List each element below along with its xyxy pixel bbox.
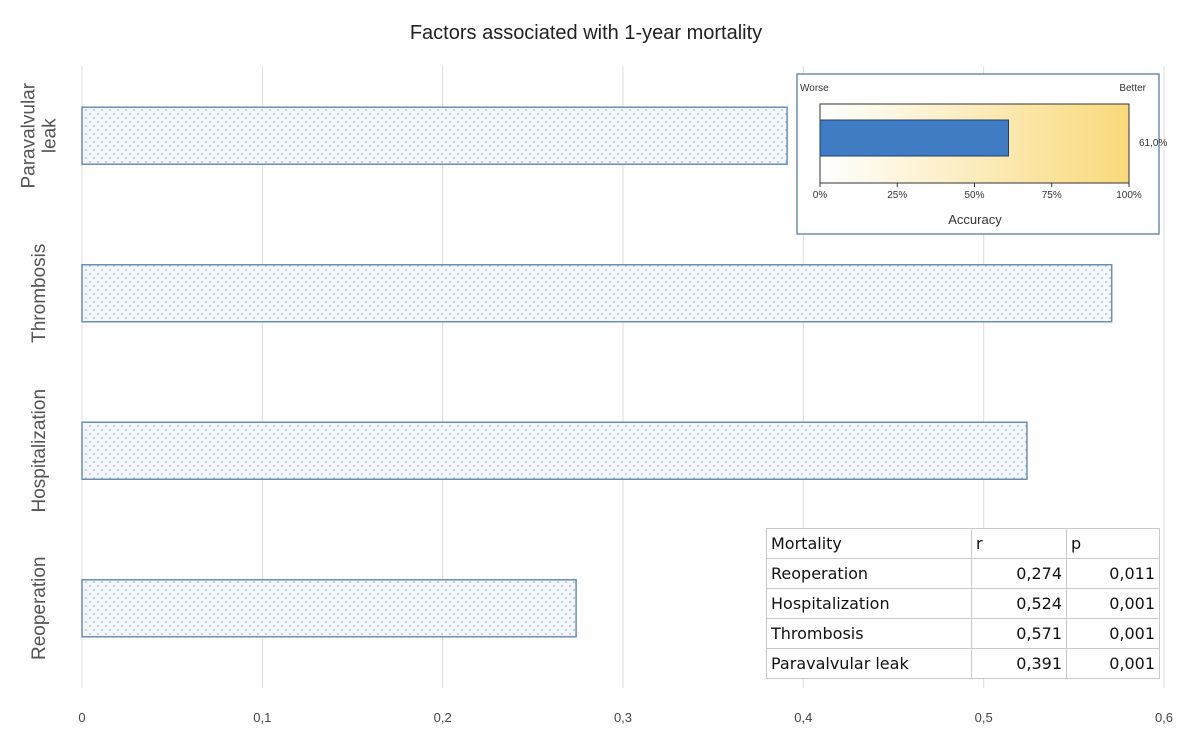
table-cell: 0,011 xyxy=(1066,558,1160,589)
table-header: p xyxy=(1066,528,1160,559)
table-cell: 0,001 xyxy=(1066,648,1160,679)
x-tick-label: 0,6 xyxy=(1155,710,1173,725)
category-label-line: Reoperation xyxy=(29,556,50,660)
category-label: Hospitalization xyxy=(29,389,50,513)
bar-series xyxy=(81,106,1113,638)
table-row: Paravalvular leak 0,391 0,001 xyxy=(766,648,1160,679)
table-cell: 0,571 xyxy=(971,618,1067,649)
accuracy-better-label: Better xyxy=(1119,83,1146,94)
category-label-line: leak xyxy=(40,118,61,153)
accuracy-inset: Worse Better 61,0% 0% 25% 50% 75% 100% Accur… xyxy=(796,73,1167,235)
table-cell: 0,001 xyxy=(1066,618,1160,649)
category-label: Paravalvular leak xyxy=(19,82,61,188)
x-tick-label: 0,5 xyxy=(975,710,993,725)
accuracy-value-label: 61,0% xyxy=(1139,138,1167,149)
category-label-line: Hospitalization xyxy=(29,389,50,513)
table-cell: Hospitalization xyxy=(766,588,972,619)
x-tick-label: 0 xyxy=(78,710,85,725)
accuracy-tick-label: 0% xyxy=(813,190,828,201)
table-cell: 0,274 xyxy=(971,558,1067,589)
accuracy-worse-label: Worse xyxy=(800,83,829,94)
x-tick-label: 0,2 xyxy=(434,710,452,725)
bar-hospitalization xyxy=(81,421,1028,480)
accuracy-axis-ticks: 0% 25% 50% 75% 100% xyxy=(813,183,1142,201)
x-tick-label: 0,4 xyxy=(794,710,812,725)
accuracy-tick-label: 50% xyxy=(964,190,984,201)
table-cell: 0,524 xyxy=(971,588,1067,619)
x-tick-label: 0,3 xyxy=(614,710,632,725)
table-cell: Reoperation xyxy=(766,558,972,589)
accuracy-tick-label: 25% xyxy=(887,190,907,201)
table-header: Mortality xyxy=(766,528,972,559)
bar-reoperation xyxy=(81,579,577,638)
category-label-line: Paravalvular xyxy=(19,82,40,188)
accuracy-bar xyxy=(819,119,1009,157)
table-cell: 0,391 xyxy=(971,648,1067,679)
correlation-table: Mortality r p Reoperation 0,274 0,011 Ho… xyxy=(766,528,1160,679)
bar-thrombosis xyxy=(81,264,1113,323)
accuracy-axis-label: Accuracy xyxy=(948,212,1002,227)
table-cell: Paravalvular leak xyxy=(766,648,972,679)
table-row: Thrombosis 0,571 0,001 xyxy=(766,618,1160,649)
category-label: Thrombosis xyxy=(29,244,50,343)
bar-paravalvular-leak xyxy=(81,106,788,165)
category-label-line: Thrombosis xyxy=(29,244,50,343)
x-tick-label: 0,1 xyxy=(253,710,271,725)
accuracy-tick-label: 100% xyxy=(1116,190,1142,201)
accuracy-tick-label: 75% xyxy=(1042,190,1062,201)
table-header-row: Mortality r p xyxy=(766,528,1160,559)
category-labels: Reoperation Hospitalization Thrombosis Para… xyxy=(19,82,61,660)
table-row: Hospitalization 0,524 0,001 xyxy=(766,588,1160,619)
table-cell: 0,001 xyxy=(1066,588,1160,619)
table-cell: Thrombosis xyxy=(766,618,972,649)
table-row: Reoperation 0,274 0,011 xyxy=(766,558,1160,589)
x-axis-ticks: 0 0,1 0,2 0,3 0,4 0,5 0,6 xyxy=(78,710,1173,725)
category-label: Reoperation xyxy=(29,556,50,660)
table-header: r xyxy=(971,528,1067,559)
chart-title: Factors associated with 1-year mortality xyxy=(410,22,762,44)
